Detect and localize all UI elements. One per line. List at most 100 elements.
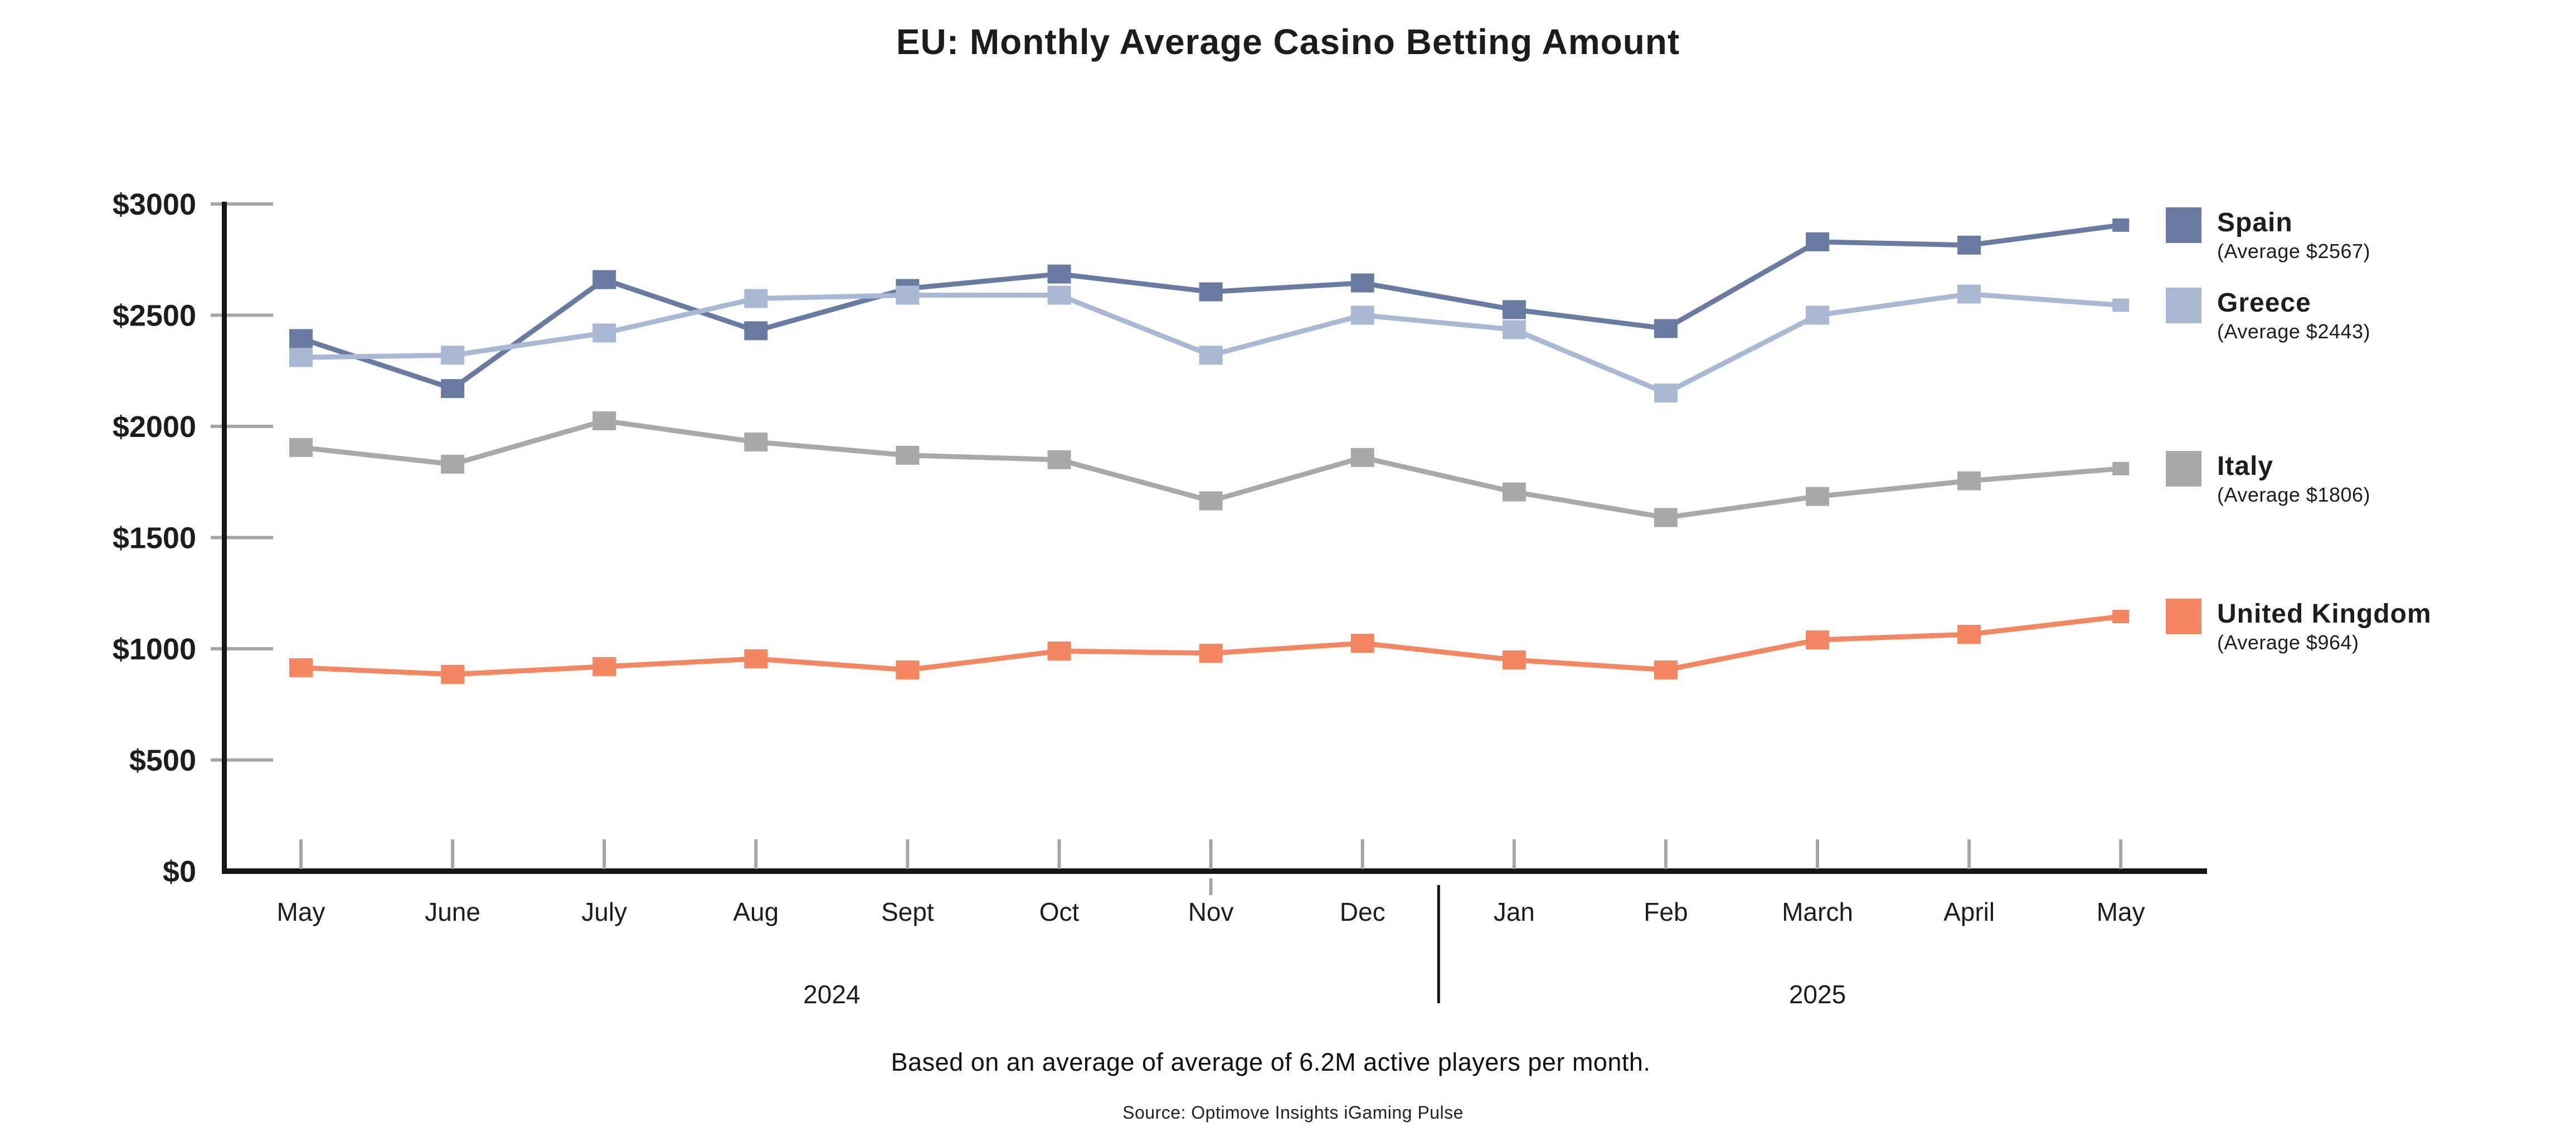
x-tick xyxy=(451,839,455,869)
data-point-italy xyxy=(896,445,920,465)
x-tick xyxy=(1664,839,1668,869)
x-tick xyxy=(299,839,303,869)
data-point-spain xyxy=(592,270,616,289)
x-axis-label: July xyxy=(581,897,627,926)
legend-text-italy: Italy (Average $1806) xyxy=(2217,451,2370,508)
data-point-united-kingdom xyxy=(289,658,313,677)
data-point-greece xyxy=(441,346,465,365)
data-point-spain xyxy=(744,321,768,341)
data-point-greece xyxy=(744,289,768,308)
legend-swatch-united-kingdom xyxy=(2166,599,2201,635)
y-tick xyxy=(211,202,273,206)
data-point-united-kingdom xyxy=(1047,641,1071,660)
year-label: 2024 xyxy=(803,980,860,1009)
x-axis-label: May xyxy=(2097,897,2145,926)
x-axis-label: Aug xyxy=(733,897,779,926)
data-point-spain xyxy=(289,329,313,348)
data-point-italy xyxy=(1350,448,1374,467)
data-point-spain xyxy=(441,379,465,399)
data-point-united-kingdom xyxy=(896,660,920,679)
y-tick xyxy=(211,425,273,428)
data-point-italy xyxy=(1502,482,1526,502)
data-point-spain xyxy=(2112,218,2130,232)
x-axis-label: Oct xyxy=(1039,897,1080,926)
x-axis-line xyxy=(222,868,2207,874)
legend-label: Greece xyxy=(2217,288,2311,318)
legend-item-greece: Greece (Average $2443) xyxy=(2166,287,2370,344)
legend-average: (Average $964) xyxy=(2217,631,2359,654)
x-tick xyxy=(1816,839,1819,869)
y-axis-label: $0 xyxy=(163,855,196,888)
x-axis-label: April xyxy=(1943,897,1995,926)
y-tick xyxy=(211,536,273,540)
data-point-united-kingdom xyxy=(1199,643,1223,663)
data-point-spain xyxy=(1047,264,1071,284)
data-point-spain xyxy=(1502,300,1526,319)
legend-item-italy: Italy (Average $1806) xyxy=(2166,450,2370,508)
y-tick xyxy=(211,313,273,317)
data-point-italy xyxy=(289,438,313,457)
legend-average: (Average $2567) xyxy=(2217,239,2371,263)
legend-item-united-kingdom: United Kingdom (Average $964) xyxy=(2166,599,2432,655)
data-point-united-kingdom xyxy=(592,657,616,676)
data-point-italy xyxy=(1806,487,1829,506)
data-point-united-kingdom xyxy=(1806,630,1829,650)
data-point-united-kingdom xyxy=(441,664,465,684)
x-tick xyxy=(1967,839,1971,869)
data-point-italy xyxy=(1654,508,1678,527)
y-tick xyxy=(211,758,273,762)
data-point-united-kingdom xyxy=(744,649,768,668)
data-point-italy xyxy=(744,432,768,451)
data-point-italy xyxy=(1199,491,1223,511)
y-axis-line xyxy=(222,202,227,873)
footer-note: Based on an average of average of 6.2M a… xyxy=(891,1048,1651,1076)
x-axis-label: Jan xyxy=(1494,897,1535,926)
data-point-greece xyxy=(2112,298,2130,312)
data-point-greece xyxy=(1654,383,1678,403)
x-axis-label: March xyxy=(1782,897,1853,926)
year-divider xyxy=(1437,885,1440,1003)
x-axis-label: Nov xyxy=(1188,897,1234,926)
data-point-united-kingdom xyxy=(2112,610,2130,624)
x-axis-label: May xyxy=(277,897,325,926)
data-point-spain xyxy=(1806,232,1829,251)
x-axis-label: Dec xyxy=(1340,897,1386,926)
y-axis-label: $1000 xyxy=(113,633,196,666)
data-point-united-kingdom xyxy=(1350,634,1374,653)
data-point-greece xyxy=(289,348,313,367)
legend-item-spain: Spain (Average $2567) xyxy=(2166,207,2370,264)
data-point-greece xyxy=(592,323,616,343)
data-point-united-kingdom xyxy=(1502,650,1526,669)
data-point-greece xyxy=(1957,284,1981,304)
y-axis-label: $500 xyxy=(129,744,196,778)
data-point-greece xyxy=(1350,305,1374,325)
legend-average: (Average $1806) xyxy=(2217,483,2371,506)
x-tick xyxy=(1209,839,1213,869)
year-label: 2025 xyxy=(1789,980,1846,1009)
x-axis-label: Feb xyxy=(1644,897,1688,926)
data-point-united-kingdom xyxy=(1654,660,1678,679)
data-point-greece xyxy=(1199,346,1223,365)
legend-text-greece: Greece (Average $2443) xyxy=(2217,288,2370,344)
x-axis-label: Sept xyxy=(881,897,934,926)
legend-average: (Average $2443) xyxy=(2217,319,2371,343)
data-point-spain xyxy=(1957,235,1981,255)
x-tick xyxy=(1057,839,1061,869)
data-point-italy xyxy=(1957,471,1981,490)
legend-swatch-spain xyxy=(2166,207,2201,243)
y-axis-label: $2000 xyxy=(113,410,196,444)
legend-label: Spain xyxy=(2217,207,2293,237)
data-point-italy xyxy=(441,454,465,474)
chart-title: EU: Monthly Average Casino Betting Amoun… xyxy=(896,22,1680,62)
data-point-italy xyxy=(592,411,616,431)
legend-label: Italy xyxy=(2217,451,2274,481)
legend-swatch-italy xyxy=(2166,450,2201,487)
data-point-italy xyxy=(2112,461,2130,475)
y-axis-label: $2500 xyxy=(113,299,196,333)
data-point-spain xyxy=(1350,273,1374,293)
data-point-united-kingdom xyxy=(1957,625,1981,644)
data-point-italy xyxy=(1047,450,1071,469)
y-tick xyxy=(211,647,273,650)
